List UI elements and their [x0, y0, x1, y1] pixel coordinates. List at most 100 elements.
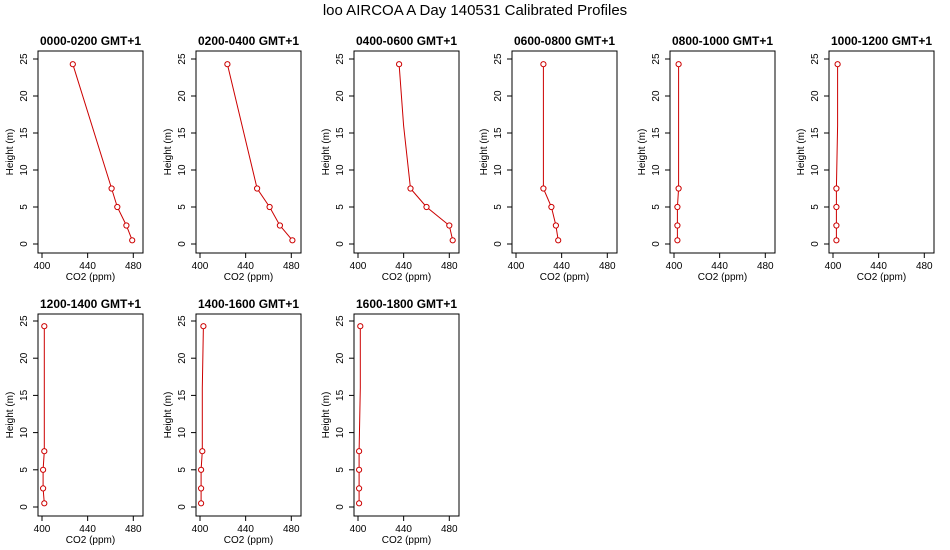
y-tick-label: 15 [19, 127, 30, 139]
plot-frame [37, 313, 144, 517]
panel-title: 0400-0600 GMT+1 [356, 34, 457, 48]
data-point [357, 323, 364, 330]
x-tick-label: 400 [34, 261, 51, 272]
data-point [446, 222, 453, 229]
data-point [356, 466, 363, 473]
panel-title: 1000-1200 GMT+1 [831, 34, 932, 48]
data-point [41, 323, 48, 330]
y-tick-label: 10 [19, 164, 30, 176]
y-axis-label: Height (m) [163, 129, 174, 176]
y-tick-label: 15 [177, 127, 188, 139]
x-tick-label: 480 [757, 261, 774, 272]
x-tick-label: 480 [283, 261, 300, 272]
x-tick-label: 440 [237, 524, 254, 535]
data-point [407, 185, 414, 192]
data-point [40, 466, 47, 473]
y-tick-label: 0 [177, 504, 188, 510]
data-point [108, 185, 115, 192]
y-tick-label: 0 [19, 504, 30, 510]
x-tick-label: 480 [441, 261, 458, 272]
x-tick-label: 480 [441, 524, 458, 535]
y-tick-label: 15 [177, 389, 188, 401]
y-tick-label: 10 [493, 164, 504, 176]
y-tick-label: 5 [19, 204, 30, 210]
data-point [266, 203, 273, 211]
plot-frame [353, 313, 460, 517]
x-tick-label: 400 [192, 261, 209, 272]
y-tick-label: 20 [177, 90, 188, 102]
profile-line [676, 64, 680, 241]
y-tick-label: 15 [335, 389, 346, 401]
chart-panel: 0200-0400 GMT+1 0 5 10 15 20 25 Height (m) 400 44… [163, 34, 302, 283]
data-point [129, 237, 136, 244]
y-tick-label: 0 [810, 241, 821, 247]
data-point [552, 222, 560, 229]
plot-frame [37, 50, 144, 254]
y-tick-label: 20 [651, 90, 662, 102]
x-axis-label: CO2 (ppm) [540, 272, 589, 283]
y-tick-label: 25 [493, 53, 504, 65]
profile-line [42, 326, 45, 504]
x-tick-label: 440 [870, 261, 887, 272]
x-tick-label: 440 [553, 261, 570, 272]
x-tick-label: 440 [395, 524, 412, 535]
y-axis-label: Height (m) [5, 129, 16, 176]
y-axis-label: Height (m) [479, 129, 490, 176]
plot-frame [195, 50, 302, 254]
chart-panel: 0000-0200 GMT+1 0 5 10 15 20 25 Height (m) 400 44… [5, 34, 144, 283]
profile-line [358, 326, 361, 504]
y-axis-label: Height (m) [796, 129, 807, 176]
y-tick-label: 20 [19, 90, 30, 102]
y-axis-label: Height (m) [163, 392, 174, 439]
chart-panel: 0600-0800 GMT+1 0 5 10 15 20 25 Height (m) 400 44… [479, 34, 618, 283]
panel-title: 1200-1400 GMT+1 [40, 297, 141, 311]
panel-title: 0000-0200 GMT+1 [40, 34, 141, 48]
y-tick-label: 5 [335, 467, 346, 473]
x-tick-label: 480 [283, 524, 300, 535]
y-tick-label: 0 [493, 241, 504, 247]
x-axis-label: CO2 (ppm) [224, 535, 273, 546]
y-axis-label: Height (m) [321, 392, 332, 439]
x-axis-label: CO2 (ppm) [382, 272, 431, 283]
x-tick-label: 400 [350, 524, 367, 535]
y-tick-label: 25 [651, 53, 662, 65]
data-point [198, 485, 205, 492]
x-tick-label: 480 [916, 261, 933, 272]
plot-frame [511, 50, 618, 254]
y-tick-label: 25 [19, 53, 30, 65]
data-point [674, 203, 681, 211]
data-point [555, 237, 562, 244]
y-tick-label: 20 [493, 90, 504, 102]
panel-title: 0600-0800 GMT+1 [514, 34, 615, 48]
chart-panel: 1400-1600 GMT+1 0 5 10 15 20 25 Height (m) 400 44… [163, 297, 302, 546]
data-point [675, 61, 682, 68]
x-tick-label: 480 [125, 524, 142, 535]
x-tick-label: 400 [508, 261, 525, 272]
y-tick-label: 15 [810, 127, 821, 139]
data-point [396, 61, 403, 68]
data-point [548, 203, 555, 211]
data-point [540, 185, 547, 192]
x-tick-label: 400 [192, 524, 209, 535]
y-tick-label: 5 [810, 204, 821, 210]
y-tick-label: 5 [651, 204, 662, 210]
chart-panel: 1200-1400 GMT+1 0 5 10 15 20 25 Height (m) 400 44… [5, 297, 144, 546]
plot-frame [353, 50, 460, 254]
x-tick-label: 480 [125, 261, 142, 272]
y-tick-label: 0 [335, 504, 346, 510]
panel-title: 1600-1800 GMT+1 [356, 297, 457, 311]
x-tick-label: 400 [666, 261, 683, 272]
y-tick-label: 5 [177, 204, 188, 210]
chart-panel: 0800-1000 GMT+1 0 5 10 15 20 25 Height (m) 400 44… [637, 34, 776, 283]
x-tick-label: 440 [237, 261, 254, 272]
y-axis-label: Height (m) [637, 129, 648, 176]
data-point [224, 61, 231, 68]
y-tick-label: 25 [335, 53, 346, 65]
data-point [276, 222, 283, 229]
data-point [123, 222, 130, 229]
data-point [198, 500, 205, 507]
x-axis-label: CO2 (ppm) [66, 535, 115, 546]
panel-title: 1400-1600 GMT+1 [198, 297, 299, 311]
y-tick-label: 5 [335, 204, 346, 210]
x-tick-label: 400 [825, 261, 842, 272]
